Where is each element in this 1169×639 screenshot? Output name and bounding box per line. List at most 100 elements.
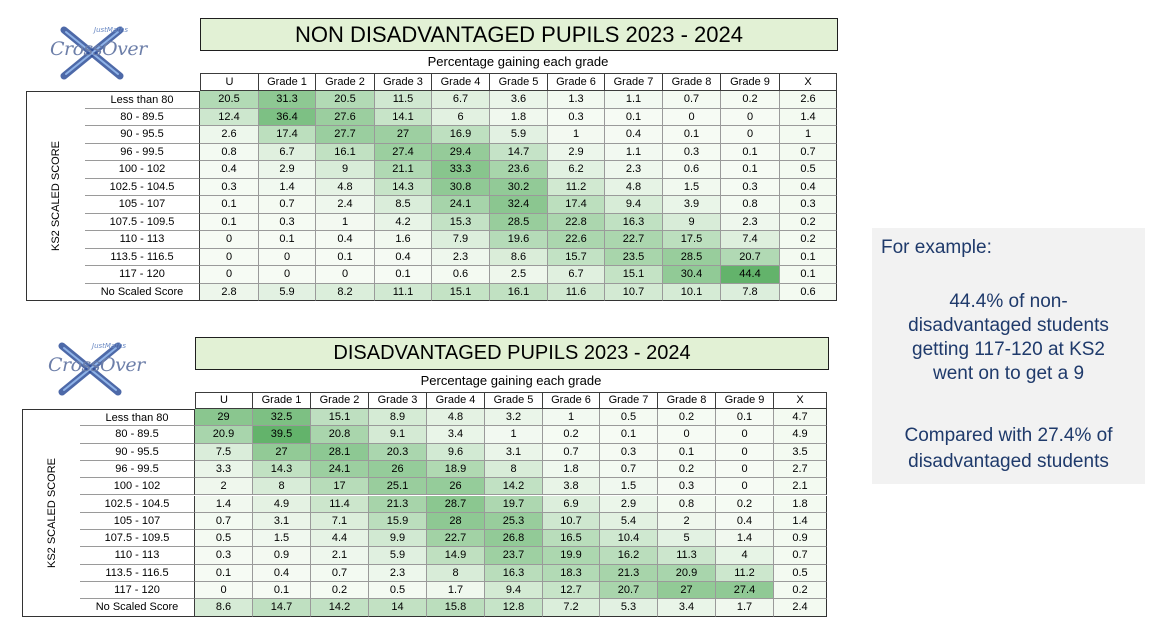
heatmap-cell: 0.2 bbox=[780, 213, 837, 231]
heatmap-cell: 0.7 bbox=[195, 512, 253, 531]
heatmap-cell: 0.2 bbox=[658, 460, 716, 479]
heatmap-cell: 3.5 bbox=[774, 443, 827, 461]
heatmap-cell: 22.7 bbox=[427, 530, 485, 548]
heatmap-cell: 16.1 bbox=[490, 283, 548, 301]
heatmap-cell: 4.4 bbox=[311, 530, 369, 548]
heatmap-cell: 3.9 bbox=[663, 196, 721, 214]
heatmap-cell: 2 bbox=[658, 512, 716, 531]
heatmap-cell: 0.1 bbox=[195, 564, 253, 582]
heatmap-cell: 8.2 bbox=[316, 283, 375, 301]
heatmap-cell: 1 bbox=[548, 126, 605, 144]
heatmap-cell: 10.7 bbox=[543, 512, 600, 531]
heatmap-cell: 23.6 bbox=[490, 161, 548, 179]
heatmap-cell: 26 bbox=[369, 460, 427, 479]
heatmap-cell: 28.7 bbox=[427, 495, 485, 513]
heatmap-cell: 32.4 bbox=[490, 196, 548, 214]
heatmap-cell: 0.4 bbox=[716, 512, 774, 531]
table-title-non-disadvantaged: NON DISADVANTAGED PUPILS 2023 - 2024 bbox=[200, 18, 838, 51]
heatmap-cell: 0.8 bbox=[721, 196, 780, 214]
heatmap-cell: 23.5 bbox=[605, 248, 663, 266]
heatmap-cell: 20.5 bbox=[316, 91, 375, 109]
heatmap-cell: 2.9 bbox=[600, 495, 658, 513]
column-header: U bbox=[195, 392, 253, 409]
crossover-logo-2: JustMaths CrossOver bbox=[48, 340, 145, 398]
heatmap-cell: 4.8 bbox=[605, 178, 663, 196]
column-header: X bbox=[774, 392, 827, 409]
row-label: 102.5 - 104.5 bbox=[80, 495, 195, 513]
heatmap-cell: 0.9 bbox=[253, 547, 311, 565]
heatmap-cell: 0.6 bbox=[780, 283, 837, 301]
heatmap-cell: 0.1 bbox=[658, 443, 716, 461]
heatmap-cell: 2.3 bbox=[721, 213, 780, 231]
heatmap-cell: 0.3 bbox=[663, 143, 721, 161]
heatmap-cell: 14.3 bbox=[253, 460, 311, 479]
heatmap-cell: 0.3 bbox=[780, 196, 837, 214]
heatmap-cell: 1.5 bbox=[253, 530, 311, 548]
heatmap-cell: 3.2 bbox=[485, 409, 543, 427]
heatmap-cell: 21.3 bbox=[369, 495, 427, 513]
heatmap-cell: 0.1 bbox=[721, 143, 780, 161]
heatmap-cell: 0.7 bbox=[600, 460, 658, 479]
heatmap-cell: 0.2 bbox=[543, 426, 600, 444]
heatmap-cell: 4.8 bbox=[427, 409, 485, 427]
column-header: Grade 3 bbox=[375, 73, 432, 91]
heatmap-cell: 0.5 bbox=[780, 161, 837, 179]
heatmap-cell: 25.3 bbox=[485, 512, 543, 531]
heatmap-cell: 11.2 bbox=[716, 564, 774, 582]
crossover-logo: JustMaths CrossOver bbox=[50, 24, 147, 82]
logo-wordmark: CrossOver bbox=[50, 38, 147, 60]
side-axis-text: KS2 SCALED SCORE bbox=[50, 140, 62, 252]
heatmap-cell: 6.9 bbox=[543, 495, 600, 513]
heatmap-cell: 14.2 bbox=[485, 478, 543, 496]
heatmap-cell: 1.5 bbox=[663, 178, 721, 196]
heatmap-cell: 0.5 bbox=[195, 530, 253, 548]
heatmap-cell: 27.7 bbox=[316, 126, 375, 144]
heatmap-cell: 17.4 bbox=[548, 196, 605, 214]
heatmap-cell: 8.6 bbox=[490, 248, 548, 266]
example-callout: For example: 44.4% of non- disadvantaged… bbox=[872, 228, 1145, 484]
heatmap-cell: 3.6 bbox=[490, 91, 548, 109]
heatmap-cell: 19.6 bbox=[490, 231, 548, 249]
heatmap-cell: 7.8 bbox=[721, 283, 780, 301]
heatmap-cell: 2.9 bbox=[548, 143, 605, 161]
heatmap-cell: 15.7 bbox=[548, 248, 605, 266]
heatmap-cell: 20.3 bbox=[369, 443, 427, 461]
heatmap-cell: 1.4 bbox=[259, 178, 316, 196]
side-axis-text: KS2 SCALED SCORE bbox=[45, 457, 58, 568]
table-subtitle: Percentage gaining each grade bbox=[420, 373, 602, 388]
heatmap-cell: 0.3 bbox=[548, 108, 605, 126]
row-label: 80 - 89.5 bbox=[80, 426, 195, 444]
heatmap-cell: 14 bbox=[369, 599, 427, 617]
heatmap-cell: 3.3 bbox=[195, 460, 253, 479]
row-label: 110 - 113 bbox=[80, 547, 195, 565]
heatmap-cell: 0.7 bbox=[663, 91, 721, 109]
heatmap-cell: 26.8 bbox=[485, 530, 543, 548]
heatmap-cell: 20.5 bbox=[200, 91, 259, 109]
column-header: Grade 6 bbox=[548, 73, 605, 91]
heatmap-cell: 21.1 bbox=[375, 161, 432, 179]
table-subtitle: Percentage gaining each grade bbox=[427, 54, 609, 69]
heatmap-cell: 0.1 bbox=[663, 126, 721, 144]
heatmap-cell: 0.2 bbox=[658, 409, 716, 427]
row-label: No Scaled Score bbox=[85, 283, 200, 301]
heatmap-cell: 1.5 bbox=[600, 478, 658, 496]
heatmap-cell: 36.4 bbox=[259, 108, 316, 126]
heatmap-cell: 28.5 bbox=[490, 213, 548, 231]
heatmap-cell: 11.1 bbox=[375, 283, 432, 301]
example-intro: For example: bbox=[881, 237, 992, 258]
heatmap-cell: 0.7 bbox=[774, 547, 827, 565]
crossover-logo-mark bbox=[60, 26, 124, 80]
heatmap-cell: 15.3 bbox=[432, 213, 490, 231]
row-label: 117 - 120 bbox=[80, 582, 195, 600]
logo-small-text: JustMaths bbox=[94, 26, 129, 34]
heatmap-cell: 25.1 bbox=[369, 478, 427, 496]
heatmap-cell: 14.7 bbox=[490, 143, 548, 161]
heatmap-cell: 4.9 bbox=[774, 426, 827, 444]
crossover-logo-mark bbox=[58, 342, 122, 396]
heatmap-cell: 28.1 bbox=[311, 443, 369, 461]
heatmap-cell: 15.8 bbox=[427, 599, 485, 617]
row-label: 113.5 - 116.5 bbox=[85, 248, 200, 266]
heatmap-cell: 3.1 bbox=[485, 443, 543, 461]
row-label: 107.5 - 109.5 bbox=[80, 530, 195, 548]
column-header: Grade 9 bbox=[716, 392, 774, 409]
